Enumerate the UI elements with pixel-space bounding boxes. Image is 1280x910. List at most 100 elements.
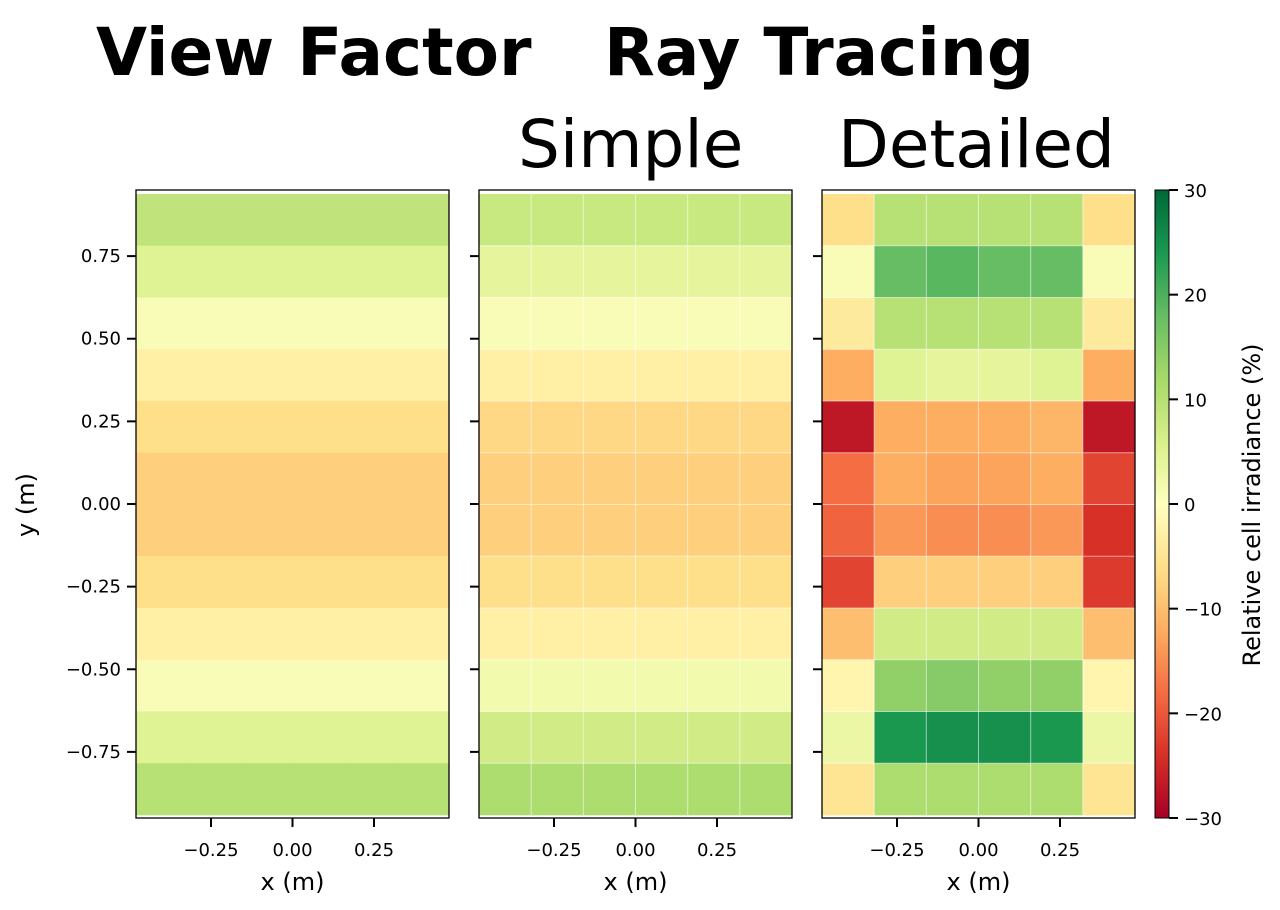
heatmap-cell: [583, 349, 636, 402]
heatmap-cell: [479, 763, 532, 816]
heatmap-cell: [344, 452, 398, 505]
heatmap-cell: [1030, 659, 1084, 712]
heatmap-cell: [739, 556, 793, 609]
heatmap-cell: [396, 194, 450, 247]
heatmap-cell: [822, 608, 875, 661]
heatmap-cell: [978, 452, 1031, 505]
heatmap-cell: [978, 194, 1031, 247]
heatmap-cell: [188, 349, 241, 402]
heatmap-cell: [396, 504, 450, 557]
heatmap-cell: [687, 763, 741, 816]
heatmap-cell: [739, 297, 793, 350]
y-tick-label: −0.75: [66, 742, 121, 763]
x-tick-label: −0.25: [183, 840, 238, 861]
heatmap-cell: [188, 245, 241, 298]
heatmap-cell: [531, 711, 584, 764]
heatmap-cell: [874, 504, 927, 557]
heatmap-cell: [583, 504, 636, 557]
heatmap-cell: [822, 297, 875, 350]
heatmap-cell: [635, 711, 688, 764]
heatmap-cell: [531, 608, 584, 661]
heatmap-cell: [687, 504, 741, 557]
heatmap-cell: [739, 659, 793, 712]
heatmap-panel-1: −0.25 0.00 0.25 x (m) 0.75 0.50 0.25 0.00 −0.25 −…: [66, 189, 450, 896]
heatmap-cell: [583, 452, 636, 505]
heatmap-cell: [240, 297, 293, 350]
heatmap-cell: [874, 194, 927, 247]
x-tick-label: 0.00: [615, 840, 655, 861]
x-axis-label: x (m): [261, 868, 325, 896]
heatmap-cell: [822, 245, 875, 298]
heatmap-cell: [583, 556, 636, 609]
heatmap-cell: [396, 711, 450, 764]
heatmap-cell: [396, 659, 450, 712]
y-tick-label: −0.25: [66, 577, 121, 598]
heatmap-cell: [1082, 659, 1136, 712]
heatmap-cell: [926, 452, 979, 505]
heatmap-cell: [874, 349, 927, 402]
heatmap-panel-3: −0.25 0.00 0.25 x (m): [813, 189, 1136, 896]
x-tick-label: 0.00: [272, 840, 312, 861]
heatmap-cell: [1030, 297, 1084, 350]
heatmap-cell: [292, 659, 345, 712]
heatmap-cell: [292, 297, 345, 350]
heatmap-cell: [978, 401, 1031, 454]
heatmap-cell: [926, 608, 979, 661]
y-tick-label: 0.75: [81, 246, 121, 267]
heatmap-cell: [531, 245, 584, 298]
heatmap-cell: [396, 349, 450, 402]
heatmap-cell: [635, 245, 688, 298]
heatmap-cell: [240, 452, 293, 505]
heatmap-cell: [188, 504, 241, 557]
heatmap-cell: [926, 556, 979, 609]
heatmap-cell: [635, 297, 688, 350]
heatmap-cell: [687, 452, 741, 505]
heatmap-cell: [822, 401, 875, 454]
heatmap-cell: [396, 401, 450, 454]
heatmap-cell: [1082, 452, 1136, 505]
heatmap-cell: [1030, 194, 1084, 247]
heatmap-cell: [136, 349, 189, 402]
heatmap-cell: [136, 452, 189, 505]
heatmap-cell: [583, 245, 636, 298]
heatmap-cell: [583, 194, 636, 247]
heatmap-cell: [136, 504, 189, 557]
heatmap-cell: [292, 349, 345, 402]
heatmap-cell: [396, 556, 450, 609]
heatmap-cell: [635, 194, 688, 247]
heatmap-cell: [739, 763, 793, 816]
heatmap-cell: [926, 504, 979, 557]
heatmap-cell: [1082, 349, 1136, 402]
heatmap-cell: [635, 608, 688, 661]
heatmap-cell: [739, 711, 793, 764]
heatmap-cell: [978, 504, 1031, 557]
x-axis-label: x (m): [947, 868, 1011, 896]
x-tick-label: −0.25: [869, 840, 924, 861]
heatmap-cell: [1030, 711, 1084, 764]
colorbar-tick-label: 30: [1184, 181, 1207, 202]
heatmap-cell: [635, 401, 688, 454]
heatmap-cell: [822, 452, 875, 505]
heatmap-cell: [240, 245, 293, 298]
heatmap-cell: [344, 763, 398, 816]
heatmap-cell: [874, 401, 927, 454]
heatmap-cell: [926, 245, 979, 298]
heatmap-cell: [479, 194, 532, 247]
heatmap-cell: [188, 556, 241, 609]
heatmap-cell: [1030, 608, 1084, 661]
colorbar-tick-label: −10: [1184, 600, 1222, 621]
heatmap-cell: [1030, 504, 1084, 557]
heatmap-cell: [822, 763, 875, 816]
heatmap-cell: [583, 763, 636, 816]
heatmap-cell: [822, 349, 875, 402]
x-tick-label: −0.25: [526, 840, 581, 861]
heatmap-cell: [874, 297, 927, 350]
heatmap-cell: [344, 556, 398, 609]
heatmap-cell: [1030, 349, 1084, 402]
heatmap-cell: [479, 452, 532, 505]
heatmap-cell: [292, 401, 345, 454]
heatmap-cell: [479, 297, 532, 350]
heatmap-cell: [1082, 763, 1136, 816]
heatmap-cell: [479, 504, 532, 557]
